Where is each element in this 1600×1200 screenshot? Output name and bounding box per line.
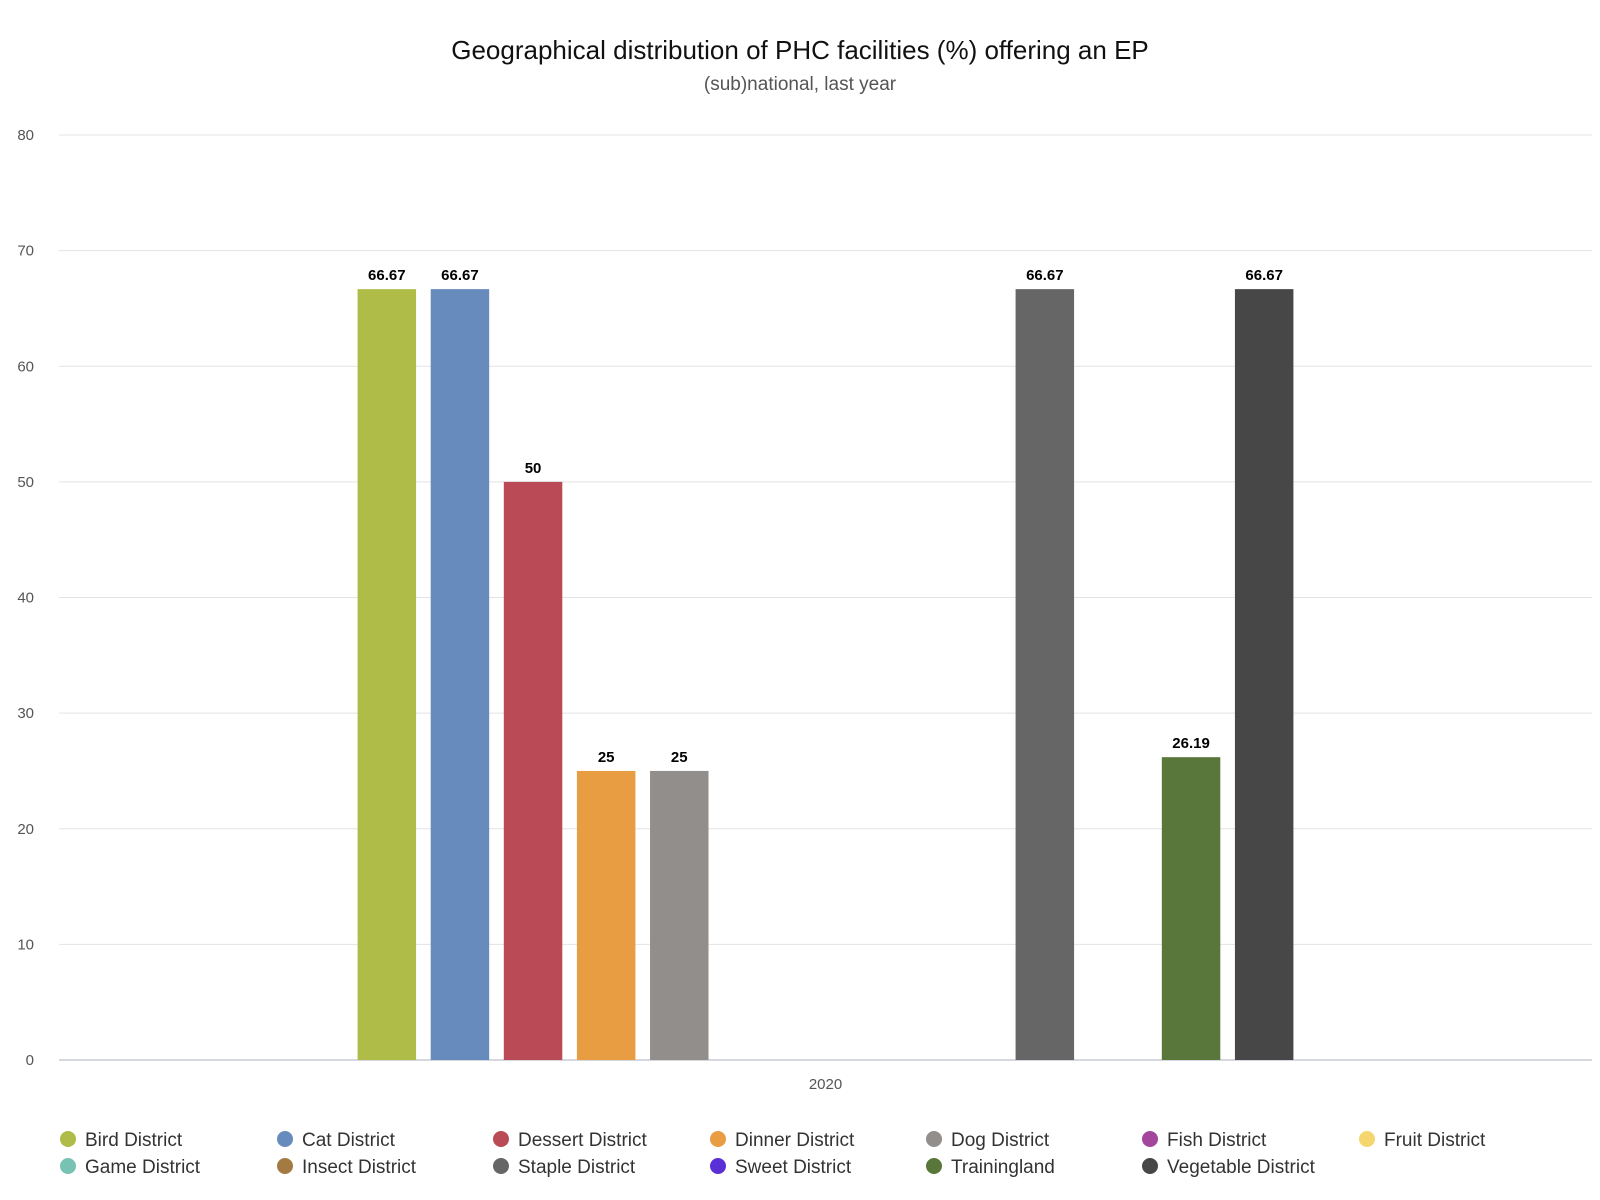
legend-label: Dinner District [735, 1130, 855, 1151]
legend-swatch [926, 1158, 942, 1174]
legend-swatch [493, 1158, 509, 1174]
legend-swatch [277, 1158, 293, 1174]
bars [357, 289, 1294, 1060]
legend-item[interactable]: Dessert District [493, 1130, 648, 1151]
legend-item[interactable]: Dog District [926, 1130, 1050, 1151]
legend-item[interactable]: Fish District [1142, 1130, 1267, 1151]
legend-item[interactable]: Game District [60, 1157, 201, 1178]
legend-swatch [277, 1131, 293, 1147]
chart-title: Geographical distribution of PHC facilit… [451, 35, 1149, 65]
y-axis: 0 10 20 30 40 50 60 70 80 [17, 127, 34, 1069]
legend-label: Dog District [951, 1130, 1050, 1151]
y-tick-label: 70 [17, 243, 34, 260]
legend-swatch [710, 1158, 726, 1174]
legend-item[interactable]: Bird District [60, 1130, 183, 1151]
legend-item[interactable]: Sweet District [710, 1157, 852, 1178]
bar[interactable] [1161, 757, 1221, 1060]
legend-label: Dessert District [518, 1130, 648, 1151]
bar[interactable] [650, 770, 709, 1060]
legend-label: Trainingland [951, 1157, 1055, 1178]
data-label: 66.67 [1245, 267, 1283, 284]
data-label: 26.19 [1172, 735, 1210, 752]
data-label: 66.67 [441, 267, 479, 284]
legend-item[interactable]: Dinner District [710, 1130, 855, 1151]
legend-swatch [1142, 1131, 1158, 1147]
y-tick-label: 60 [17, 358, 34, 375]
legend-swatch [60, 1131, 76, 1147]
legend-label: Fruit District [1384, 1130, 1486, 1151]
data-label: 66.67 [1026, 267, 1064, 284]
y-tick-label: 0 [26, 1052, 34, 1069]
bar[interactable] [430, 289, 490, 1060]
legend-swatch [926, 1131, 942, 1147]
bar[interactable] [576, 770, 636, 1060]
bar[interactable] [1015, 289, 1075, 1060]
legend: Bird District Cat District Dessert Distric… [60, 1130, 1486, 1178]
bar[interactable] [503, 481, 563, 1060]
legend-label: Game District [85, 1157, 201, 1178]
data-label: 50 [525, 460, 542, 477]
data-label: 25 [671, 749, 688, 766]
chart-subtitle: (sub)national, last year [704, 74, 897, 95]
legend-swatch [1359, 1131, 1375, 1147]
y-tick-label: 10 [17, 936, 34, 953]
legend-label: Cat District [302, 1130, 396, 1151]
legend-item[interactable]: Insect District [277, 1157, 417, 1178]
legend-label: Vegetable District [1167, 1157, 1316, 1178]
legend-label: Sweet District [735, 1157, 852, 1178]
legend-item[interactable]: Trainingland [926, 1157, 1055, 1178]
y-tick-label: 50 [17, 474, 34, 491]
x-axis: 2020 [809, 1076, 842, 1093]
legend-swatch [60, 1158, 76, 1174]
legend-item[interactable]: Staple District [493, 1157, 636, 1178]
legend-swatch [1142, 1158, 1158, 1174]
y-tick-label: 80 [17, 127, 34, 144]
y-tick-label: 30 [17, 705, 34, 722]
data-label: 66.67 [368, 267, 406, 284]
legend-label: Staple District [518, 1157, 636, 1178]
y-tick-label: 40 [17, 590, 34, 607]
legend-label: Bird District [85, 1130, 183, 1151]
bar[interactable] [1234, 289, 1294, 1060]
bar[interactable] [357, 289, 417, 1060]
legend-swatch [493, 1131, 509, 1147]
data-label: 25 [598, 749, 615, 766]
data-labels: 66.67 66.67 50 25 25 66.67 26.19 66.67 [368, 267, 1283, 766]
legend-item[interactable]: Vegetable District [1142, 1157, 1316, 1178]
x-tick-label: 2020 [809, 1076, 842, 1093]
legend-label: Fish District [1167, 1130, 1267, 1151]
y-tick-label: 20 [17, 821, 34, 838]
legend-swatch [710, 1131, 726, 1147]
legend-item[interactable]: Fruit District [1359, 1130, 1486, 1151]
grid-lines [59, 134, 1592, 1061]
legend-item[interactable]: Cat District [277, 1130, 396, 1151]
legend-label: Insect District [302, 1157, 417, 1178]
